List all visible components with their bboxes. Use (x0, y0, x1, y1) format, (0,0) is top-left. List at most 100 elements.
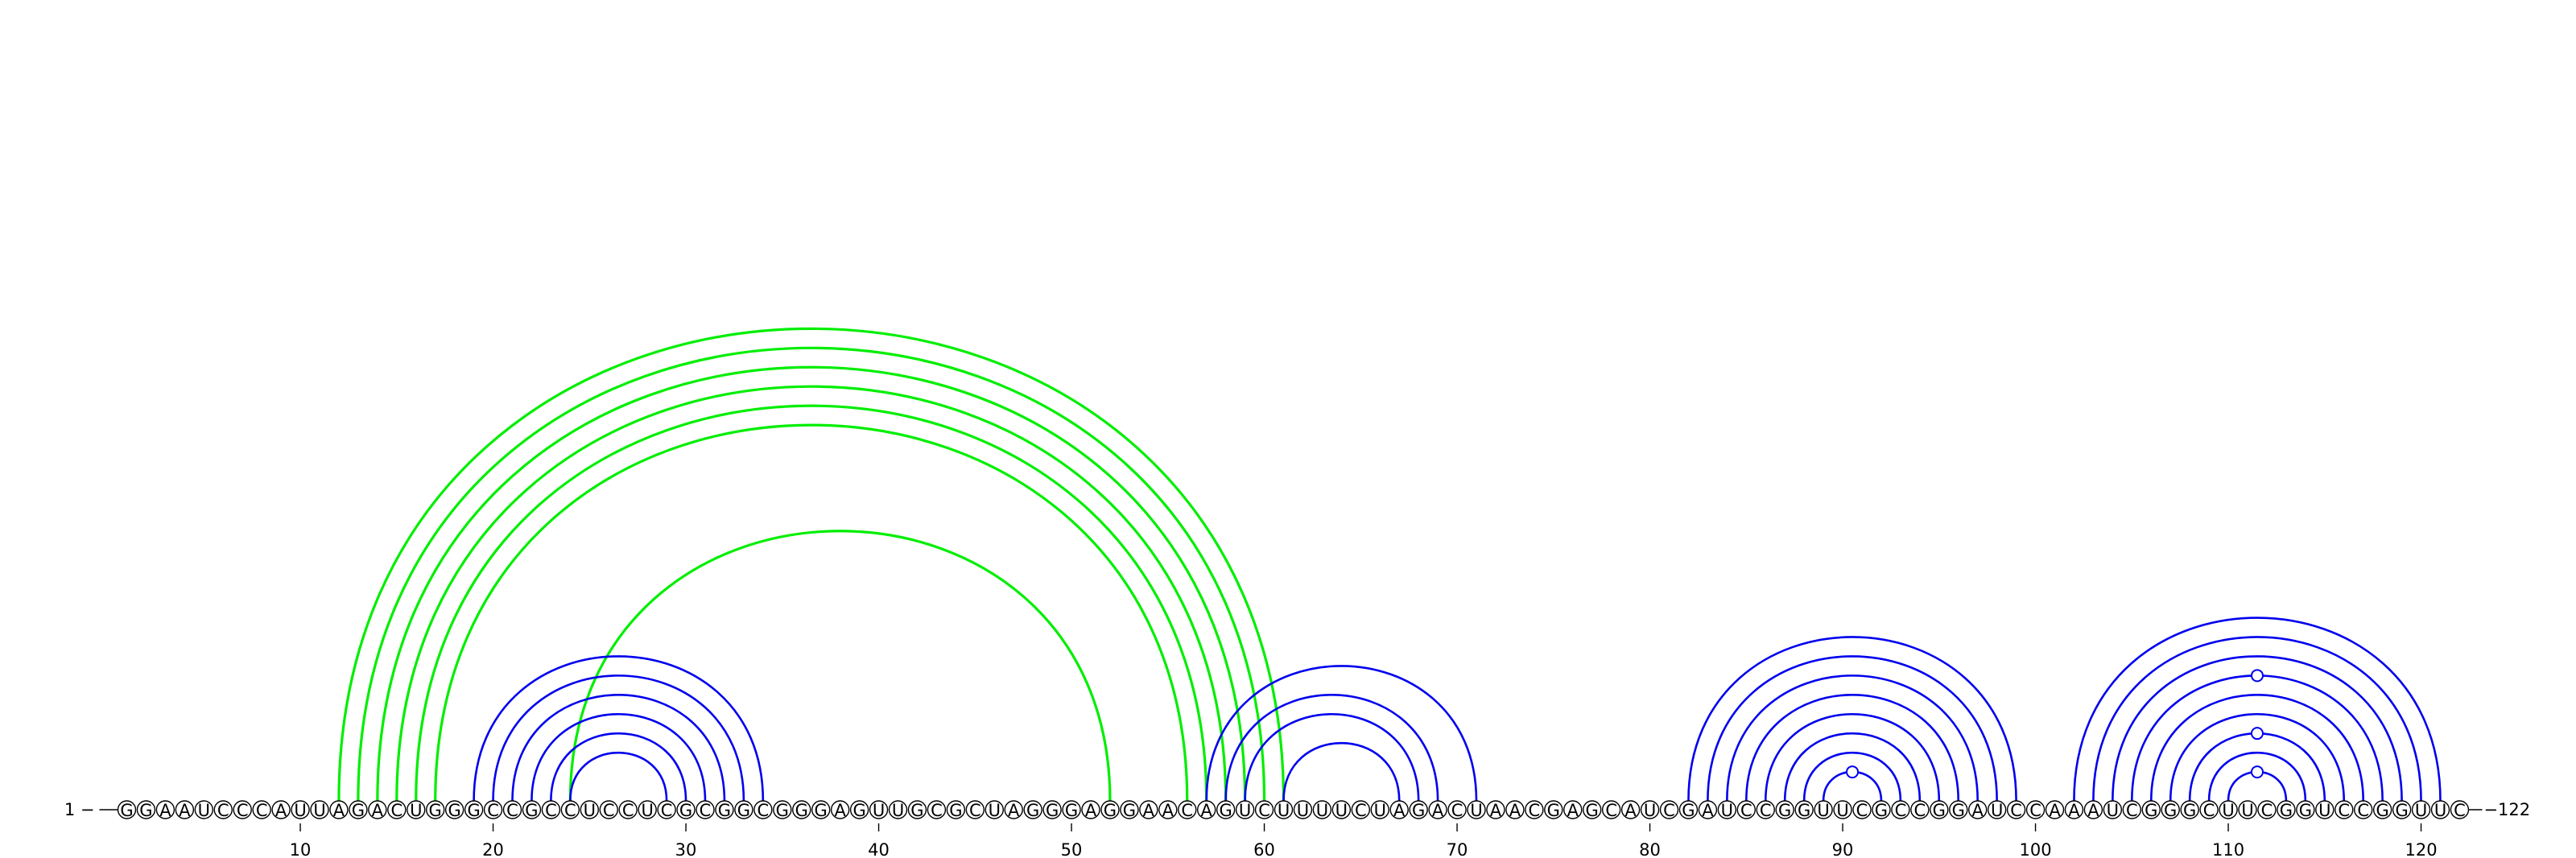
nucleotide-5: U (194, 800, 214, 820)
nucleotide-letter: G (949, 801, 962, 820)
nucleotide-circle (2353, 800, 2373, 819)
nucleotide-circle (329, 800, 349, 819)
nucleotide-circle (830, 800, 850, 819)
nucleotide-55: A (1158, 800, 1178, 820)
nucleotide-circle (2334, 800, 2354, 819)
nucleotide-circle (1351, 800, 1371, 819)
nucleotide-circle (444, 800, 464, 819)
nucleotide-44: G (946, 800, 966, 820)
nucleotide-12: A (329, 800, 349, 820)
nucleotide-circle (368, 800, 387, 819)
nucleotide-72: A (1486, 800, 1505, 820)
nucleotide-61: U (1274, 800, 1294, 820)
nucleotide-59: U (1235, 800, 1255, 820)
nucleotide-letter: G (852, 801, 865, 820)
nucleotide-circle (2045, 800, 2065, 819)
nucleotide-letter: C (545, 801, 557, 820)
nucleotide-circle (1852, 800, 1872, 819)
pair-arc-19-34 (473, 655, 765, 802)
tick-label-30: 30 (675, 840, 697, 858)
nucleotide-letter: A (275, 801, 287, 820)
nucleotide-65: C (1351, 800, 1371, 820)
nucleotide-letter: A (333, 801, 345, 820)
nucleotide-letter: C (1451, 801, 1463, 820)
nucleotide-51: A (1081, 800, 1100, 820)
nucleotide-circle (811, 800, 831, 819)
nucleotide-circle (1582, 800, 1602, 819)
nucleotide-letter: C (1740, 801, 1752, 820)
nucleotide-3: A (155, 800, 175, 820)
nucleotide-circle (349, 800, 368, 819)
nucleotide-circle (233, 800, 252, 819)
nucleotide-letter: C (1181, 801, 1193, 820)
nucleotide-circle (175, 800, 195, 819)
nucleotide-15: C (387, 800, 407, 820)
nucleotide-letter: C (1355, 801, 1367, 820)
pseudoknot-arc-17-56 (434, 423, 1189, 802)
nucleotide-letter: A (834, 801, 846, 820)
nucleotide-letter: C (2454, 801, 2466, 820)
nucleotide-circle (2392, 800, 2412, 819)
nucleotide-letter: U (198, 801, 210, 820)
nucleotide-76: A (1563, 800, 1583, 820)
nucleotide-circle (676, 800, 696, 819)
nucleotide-103: A (2083, 800, 2103, 820)
nucleotide-45: C (965, 800, 985, 820)
nucleotide-circle (1544, 800, 1563, 819)
nucleotide-117: C (2353, 800, 2373, 820)
nucleotide-circle (869, 800, 889, 819)
nucleotide-letter: C (1529, 801, 1541, 820)
nucleotide-letter: G (2145, 801, 2157, 820)
nucleotide-46: U (985, 800, 1004, 820)
pseudoknot-arc-16-57 (415, 404, 1208, 802)
nucleotide-circle (1216, 800, 1236, 819)
nucleotide-89: U (1814, 800, 1833, 820)
nucleotide-circle (310, 800, 329, 819)
nucleotide-letter: C (217, 801, 229, 820)
nucleotide-circle (541, 800, 561, 819)
pseudoknot-arc-15-58 (395, 385, 1228, 802)
nucleotide-114: G (2296, 800, 2315, 820)
nucleotide-85: C (1736, 800, 1757, 820)
nucleotide-circle (1178, 800, 1197, 819)
nucleotide-9: A (271, 800, 291, 820)
nucleotide-letter: G (1104, 801, 1117, 820)
nucleotide-circle (2430, 800, 2450, 819)
nucleotide-letter: G (679, 801, 692, 820)
tick-label-110: 110 (2212, 840, 2244, 858)
tick-label-80: 80 (1639, 840, 1661, 858)
pair-arc-102-121 (2073, 617, 2442, 802)
nucleotide-circle (580, 800, 599, 819)
nucleotide-letter: G (815, 801, 828, 820)
nucleotide-letter: C (969, 801, 981, 820)
nucleotide-letter: C (1895, 801, 1907, 820)
nucleotide-circle (1967, 800, 1988, 819)
nucleotide-letter: G (1412, 801, 1425, 820)
nucleotide-circle (1004, 800, 1023, 819)
nucleotide-circle (696, 800, 715, 819)
nucleotide-66: U (1370, 800, 1389, 820)
pair-arc-103-120 (2092, 636, 2422, 802)
nucleotide-42: G (907, 800, 927, 820)
nucleotide-circle (2238, 800, 2257, 819)
nucleotide-circle (2122, 800, 2142, 819)
nucleotide-1: G (117, 800, 137, 820)
nucleotide-letter: C (2261, 801, 2273, 820)
nucleotide-letter: C (661, 801, 673, 820)
nucleotide-circle (1081, 800, 1100, 819)
nucleotide-105: C (2122, 800, 2142, 820)
nucleotide-68: G (1409, 800, 1428, 820)
nucleotide-letter: U (1374, 801, 1386, 820)
nucleotide-2: G (136, 800, 156, 820)
nucleotide-13: G (349, 800, 368, 820)
nucleotide-circle (1486, 800, 1505, 819)
nucleotide-letter: G (1123, 801, 1136, 820)
nucleotide-circle (1601, 800, 1621, 819)
nucleotide-circle (1525, 800, 1544, 819)
nucleotide-31: C (696, 800, 715, 820)
nucleotide-letter: C (622, 801, 634, 820)
nucleotide-letter: G (1026, 801, 1039, 820)
nucleotide-circle (2411, 800, 2431, 819)
nucleotide-letter: C (931, 801, 943, 820)
